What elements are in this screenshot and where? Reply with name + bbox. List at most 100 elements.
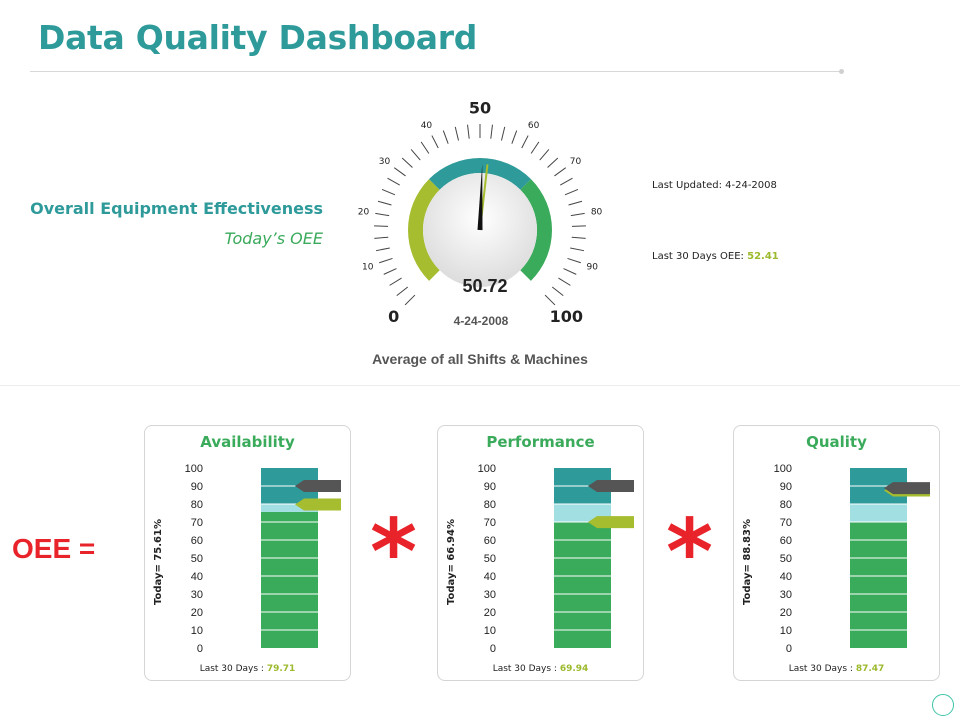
y-tick-label: 30 bbox=[780, 589, 792, 601]
last-updated-value: 4-24-2008 bbox=[725, 180, 777, 191]
y-tick-label: 80 bbox=[191, 499, 203, 511]
gauge-tick bbox=[379, 257, 393, 264]
target-marker bbox=[884, 482, 930, 495]
gauge-tick bbox=[570, 247, 585, 252]
gauge-tick bbox=[521, 135, 529, 149]
bar-segment bbox=[261, 511, 318, 648]
panel-title: Performance bbox=[486, 433, 595, 451]
y-tick-label: 60 bbox=[780, 535, 792, 547]
target-marker bbox=[588, 480, 634, 492]
gauge-tick bbox=[571, 225, 586, 227]
availability-panel: 100 90 80 70 60 50 40 30 20 10 0 Today= 75.61% Avai… bbox=[144, 425, 351, 681]
gauge-tick bbox=[404, 294, 416, 306]
y-tick-label: 20 bbox=[484, 607, 496, 619]
gauge-tick-label: 20 bbox=[358, 208, 370, 218]
gauge-tick bbox=[530, 141, 540, 154]
y-tick-label: 70 bbox=[191, 517, 203, 529]
y-tick-label: 10 bbox=[780, 625, 792, 637]
y-tick-label: 30 bbox=[191, 589, 203, 601]
last-30-days-oee-label: Last 30 Days OEE: bbox=[652, 251, 748, 262]
gauge-tick-label: 10 bbox=[362, 263, 374, 273]
gauge-tick bbox=[389, 277, 402, 286]
gauge-tick bbox=[374, 225, 389, 227]
gauge-tick bbox=[551, 286, 564, 297]
gauge-band bbox=[408, 179, 440, 281]
gauge-tick bbox=[375, 247, 390, 252]
gauge-tick bbox=[467, 124, 470, 139]
last-30-days: Last 30 Days : 69.94 bbox=[438, 664, 643, 674]
gauge-tick-label: 0 bbox=[388, 307, 399, 326]
gauge-date: 4-24-2008 bbox=[454, 314, 509, 328]
last-30-days-oee: Last 30 Days OEE: 52.41 bbox=[652, 251, 779, 262]
gauge-tick bbox=[568, 200, 583, 206]
gauge-tick bbox=[547, 157, 559, 168]
panel-title: Quality bbox=[806, 433, 867, 451]
page-title: Data Quality Dashboard bbox=[38, 18, 478, 57]
gauge-tick bbox=[571, 236, 586, 239]
gauge-tick-label: 50 bbox=[469, 99, 491, 118]
gauge-tick bbox=[563, 268, 577, 275]
gauge-tick bbox=[375, 212, 390, 217]
y-tick-label: 100 bbox=[478, 463, 496, 475]
today-label: Today= 75.61% bbox=[153, 519, 164, 605]
gauge-tick bbox=[490, 124, 493, 139]
gauge-tick bbox=[454, 126, 460, 141]
multiply-symbol: * bbox=[666, 500, 714, 605]
todays-oee-label: Today’s OEE bbox=[224, 229, 323, 248]
gauge-caption: Average of all Shifts & Machines bbox=[372, 351, 588, 367]
oee-equation-label: OEE = bbox=[12, 533, 96, 564]
y-tick-label: 40 bbox=[780, 571, 792, 583]
y-tick-label: 80 bbox=[484, 499, 496, 511]
y-tick-label: 60 bbox=[484, 535, 496, 547]
gauge-tick bbox=[564, 188, 579, 196]
y-tick-label: 90 bbox=[191, 481, 203, 493]
y-tick-label: 40 bbox=[191, 571, 203, 583]
gauge-band bbox=[520, 179, 552, 281]
y-tick-label: 80 bbox=[780, 499, 792, 511]
today-label: Today= 88.83% bbox=[742, 519, 753, 605]
gauge-tick bbox=[539, 149, 550, 161]
gauge-band bbox=[429, 158, 531, 190]
gauge-tick bbox=[554, 167, 567, 177]
gauge-tick bbox=[442, 130, 449, 144]
performance-panel: 100 90 80 70 60 50 40 30 20 10 0 Today= 66.94% Perf… bbox=[437, 425, 644, 681]
last-updated-label: Last Updated: bbox=[652, 180, 726, 191]
today-label: Today= 66.94% bbox=[446, 519, 457, 605]
y-tick-label: 0 bbox=[197, 643, 203, 655]
gauge-tick bbox=[560, 177, 573, 186]
quality-panel: 100 90 80 70 60 50 40 30 20 10 0 Today= 88.83% Qual… bbox=[733, 425, 940, 681]
y-tick-label: 0 bbox=[490, 643, 496, 655]
gauge-tick bbox=[377, 200, 392, 206]
multiply-symbol: * bbox=[370, 500, 418, 605]
last30-marker bbox=[295, 498, 341, 511]
bar-segment bbox=[261, 504, 318, 512]
y-tick-label: 10 bbox=[191, 625, 203, 637]
gauge-tick-label: 100 bbox=[550, 307, 583, 326]
y-tick-label: 20 bbox=[191, 607, 203, 619]
y-tick-label: 100 bbox=[185, 463, 203, 475]
y-tick-label: 100 bbox=[774, 463, 792, 475]
gauge-tick-label: 90 bbox=[586, 263, 598, 273]
bar-segment bbox=[554, 522, 611, 648]
gauge-tick-label: 80 bbox=[591, 208, 603, 218]
oee-heading: Overall Equipment Effectiveness bbox=[30, 199, 323, 218]
gauge-tick bbox=[381, 188, 396, 196]
panel-title: Availability bbox=[200, 433, 295, 451]
last-30-days: Last 30 Days : 79.71 bbox=[145, 664, 350, 674]
gauge-tick-label: 30 bbox=[379, 157, 391, 167]
target-marker bbox=[295, 480, 341, 492]
gauge-needle bbox=[477, 164, 483, 231]
last30-marker bbox=[588, 516, 634, 529]
gauge-tick bbox=[396, 286, 409, 297]
last-30-days-value: 87.47 bbox=[855, 664, 885, 674]
gauge-tick bbox=[558, 277, 571, 286]
last-30-days-value: 69.94 bbox=[559, 664, 589, 674]
y-tick-label: 10 bbox=[484, 625, 496, 637]
last-30-days-label: Last 30 Days : bbox=[199, 664, 267, 674]
gauge-tick-label: 60 bbox=[528, 121, 540, 131]
gauge-tick bbox=[500, 126, 506, 141]
gauge-value: 50.72 bbox=[462, 276, 507, 296]
last-30-days-label: Last 30 Days : bbox=[788, 664, 856, 674]
